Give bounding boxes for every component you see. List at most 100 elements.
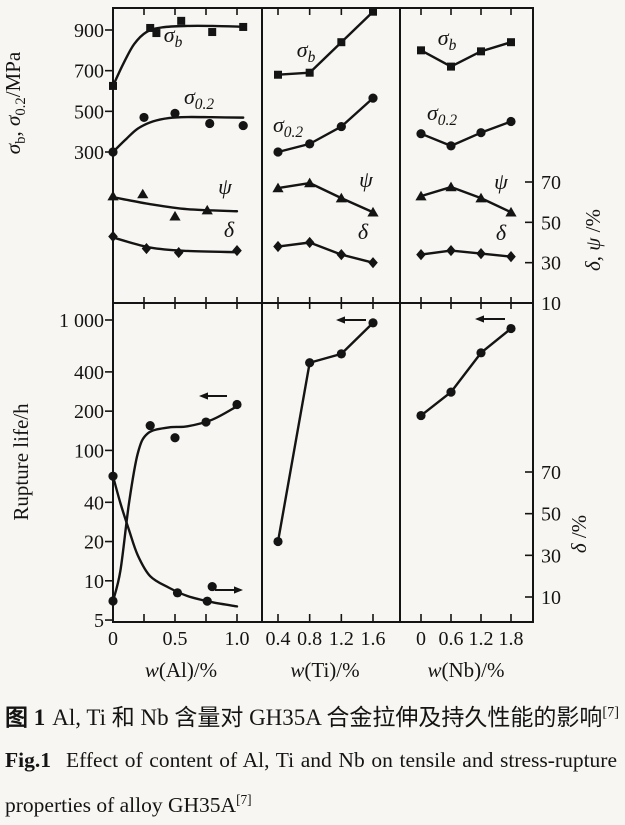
marker-circle [273, 147, 283, 157]
series-delta: δ [108, 217, 242, 259]
series-label-sigma-b: σb [438, 25, 457, 54]
series-sigma-b: σb [417, 25, 515, 71]
series-line-rupture-life [276, 321, 375, 543]
series-line-delta-rupture [111, 474, 239, 608]
x-tick-label: 1.6 [361, 628, 386, 650]
arrow-left-icon [199, 392, 208, 400]
x-tick-label: 0.5 [163, 628, 188, 650]
x-axis-title-Ti: w(Ti)/% [290, 658, 359, 682]
series-delta-rupture [108, 471, 239, 608]
y-tick-label-left: 1 000 [59, 310, 104, 332]
panel-Nb-tensile: σb σ0.2 ψ δ [415, 25, 517, 263]
marker-triangle [169, 210, 181, 221]
marker-diamond [304, 236, 315, 249]
marker-circle [207, 581, 217, 592]
y-axis-title-tensile: σb, σ0.2/MPa [1, 51, 29, 154]
marker-square [337, 38, 346, 47]
series-label-psi: ψ [494, 169, 508, 194]
y-axis-title-delta-psi: δ, ψ /% [581, 209, 605, 271]
y-tick-label-left: 20 [84, 532, 104, 554]
chart-canvas: 0 0.5 1.0w(Al)/%0.4 0.8 1.2 1.6w(Ti)/%0 0.6 1.2… [1, 7, 605, 682]
marker-circle [238, 120, 248, 131]
caption-cn-reference: [7] [602, 704, 620, 721]
marker-triangle [415, 190, 427, 201]
marker-triangle [335, 192, 347, 203]
marker-diamond [336, 248, 347, 261]
series-line-delta [419, 249, 513, 258]
marker-square [369, 7, 378, 16]
caption-en-reference: [7] [236, 792, 252, 807]
marker-diamond [232, 244, 242, 257]
series-delta: δ [416, 220, 516, 263]
marker-circle [139, 112, 149, 123]
y-tick-label-right: 30 [541, 253, 561, 275]
series-sigma-02: σ0.2 [416, 100, 516, 151]
marker-circle [446, 387, 456, 397]
caption-en-text: Effect of content of Al, Ti and Nb on te… [5, 748, 617, 818]
series-label-sigma-02: σ0.2 [273, 112, 303, 141]
marker-circle [273, 536, 283, 547]
y-tick-label-right: 10 [541, 293, 561, 315]
y-tick-label-left: 500 [74, 101, 104, 123]
x-axis-ticks: 0 0.5 1.0w(Al)/%0.4 0.8 1.2 1.6w(Ti)/%0 0.6 1.2… [108, 8, 524, 682]
x-tick-label: 0 [416, 628, 426, 650]
marker-circle [172, 588, 183, 598]
marker-square [447, 62, 455, 71]
marker-circle [476, 128, 486, 138]
marker-circle [108, 147, 118, 157]
marker-circle [205, 118, 215, 129]
marker-circle [336, 121, 346, 132]
series-rupture-life [273, 318, 378, 547]
marker-diamond [273, 240, 283, 253]
y-tick-label-right: 30 [541, 545, 561, 567]
y-tick-label-left: 10 [84, 571, 104, 593]
marker-diamond [476, 247, 486, 260]
marker-circle [446, 141, 456, 151]
series-sigma-02: σ0.2 [273, 93, 378, 157]
series-label-delta: δ [496, 220, 507, 245]
marker-circle [108, 596, 118, 606]
marker-square [239, 22, 248, 31]
series-label-psi: ψ [359, 167, 373, 192]
series-delta: δ [273, 219, 378, 269]
series-label-delta: δ [358, 219, 369, 244]
series-rupture-life [108, 399, 242, 606]
x-tick-label: 0.4 [266, 628, 291, 650]
series-sigma-02: σ0.2 [108, 84, 248, 157]
panel-Ti-tensile: σb σ0.2 ψ δ [272, 7, 379, 269]
marker-square [477, 47, 485, 56]
marker-square [208, 28, 217, 37]
x-tick-label: 0.8 [297, 628, 322, 650]
caption-chinese: 图 1 Al, Ti 和 Nb 含量对 GH35A 合金拉伸及持久性能的影响[7] [5, 698, 620, 732]
marker-circle [201, 417, 211, 427]
marker-circle [202, 596, 212, 606]
figure-caption: 图 1 Al, Ti 和 Nb 含量对 GH35A 合金拉伸及持久性能的影响[7]… [0, 692, 625, 825]
series-label-sigma-02: σ0.2 [184, 84, 214, 113]
y-tick-label-left: 900 [74, 20, 104, 42]
panel-Al-tensile: σb σ0.2 ψδ [107, 16, 248, 259]
y-tick-label-left: 300 [74, 142, 104, 164]
series-line-sigma-02 [419, 120, 513, 148]
arrow-left-icon [336, 316, 345, 324]
marker-triangle [107, 190, 119, 201]
y-tick-label-right: 70 [541, 462, 561, 484]
marker-square [152, 29, 161, 38]
marker-square [109, 81, 117, 90]
marker-square [274, 70, 282, 79]
plot-frame [112, 7, 534, 623]
x-tick-label: 1.0 [225, 628, 250, 650]
marker-diamond [108, 230, 118, 243]
y-tick-label-left: 400 [74, 362, 104, 384]
marker-circle [305, 358, 315, 368]
panel-Ti-rupture [273, 318, 378, 547]
y-axis-ticks: 900 700 500 300 70 50 30 10 1 000 400 200 100 40 20 10… [1, 20, 605, 632]
y-tick-label-left: 5 [94, 610, 104, 632]
marker-triangle [367, 206, 379, 217]
caption-en-number: Fig.1 [5, 748, 51, 772]
arrow-right-icon [234, 586, 243, 594]
marker-circle [170, 108, 180, 118]
marker-square [146, 23, 155, 32]
series-label-psi: ψ [218, 174, 232, 199]
marker-triangle [505, 206, 517, 217]
marker-square [507, 38, 515, 47]
